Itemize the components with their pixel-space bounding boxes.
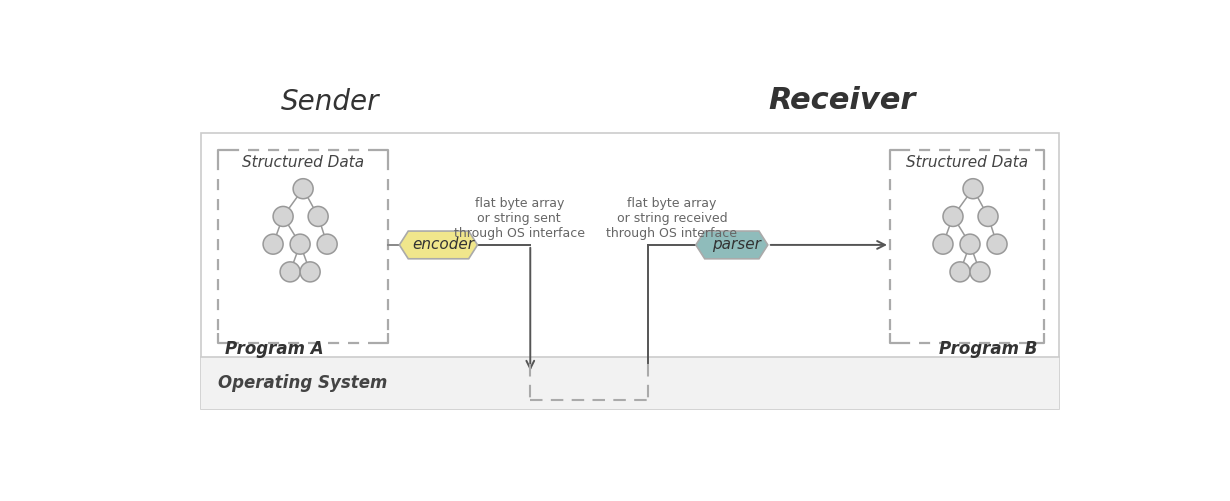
Circle shape xyxy=(978,206,998,226)
Text: flat byte array
or string sent
through OS interface: flat byte array or string sent through O… xyxy=(454,197,584,240)
Circle shape xyxy=(950,262,970,282)
Circle shape xyxy=(273,206,293,226)
Circle shape xyxy=(309,206,328,226)
Circle shape xyxy=(293,179,314,199)
Circle shape xyxy=(959,234,980,254)
Text: Program A: Program A xyxy=(225,340,323,358)
FancyBboxPatch shape xyxy=(202,357,1059,409)
Polygon shape xyxy=(400,231,477,259)
Text: Structured Data: Structured Data xyxy=(242,155,364,170)
Circle shape xyxy=(300,262,320,282)
Text: Structured Data: Structured Data xyxy=(905,155,1028,170)
Text: Receiver: Receiver xyxy=(769,86,916,115)
Circle shape xyxy=(943,206,963,226)
Polygon shape xyxy=(696,231,768,259)
Circle shape xyxy=(280,262,300,282)
Text: flat byte array
or string received
through OS interface: flat byte array or string received throu… xyxy=(606,197,738,240)
Text: Sender: Sender xyxy=(280,89,379,116)
Text: parser: parser xyxy=(712,237,760,253)
Text: Program B: Program B xyxy=(940,340,1038,358)
Text: encoder: encoder xyxy=(412,237,474,253)
Circle shape xyxy=(986,234,1007,254)
Circle shape xyxy=(290,234,310,254)
Circle shape xyxy=(263,234,283,254)
Circle shape xyxy=(934,234,953,254)
Circle shape xyxy=(970,262,990,282)
Circle shape xyxy=(317,234,337,254)
FancyBboxPatch shape xyxy=(202,133,1059,409)
Text: Operating System: Operating System xyxy=(219,374,387,392)
Circle shape xyxy=(963,179,983,199)
